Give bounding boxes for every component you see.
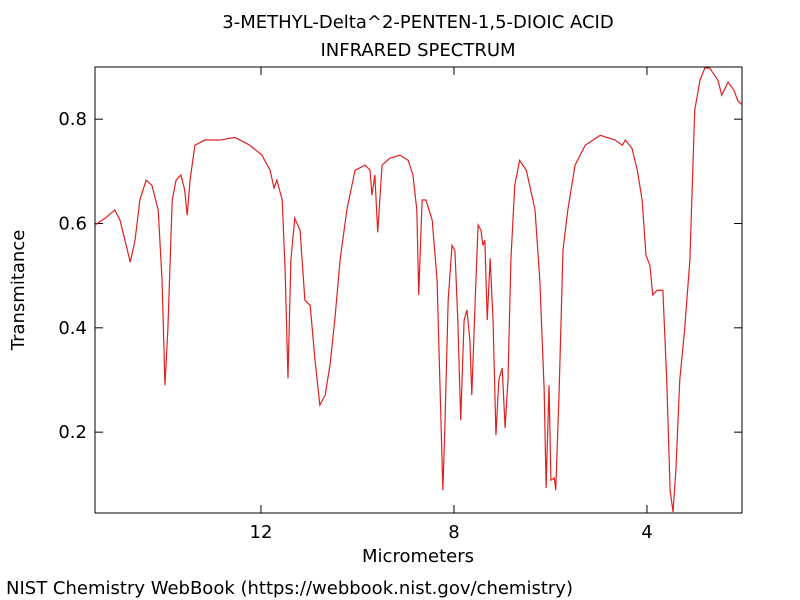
- x-tick-label: 8: [448, 522, 459, 543]
- x-tick-label: 12: [250, 522, 273, 543]
- chart-subtitle: INFRARED SPECTRUM: [320, 40, 515, 61]
- footer: NIST Chemistry WebBook (https://webbook.…: [6, 578, 573, 599]
- chart-title: 3-METHYL-Delta^2-PENTEN-1,5-DIOIC ACID: [222, 12, 613, 33]
- y-tick-label: 0.6: [58, 213, 87, 234]
- x-axis-label: Micrometers: [362, 546, 474, 567]
- y-axis-label: Transmitance: [8, 230, 29, 352]
- x-tick-label: 4: [641, 522, 652, 543]
- spectrum-line: [94, 67, 743, 513]
- plot-frame: [94, 66, 743, 514]
- y-tick-label: 0.4: [58, 318, 87, 339]
- y-tick-label: 0.8: [58, 109, 87, 130]
- y-tick-label: 0.2: [58, 422, 87, 443]
